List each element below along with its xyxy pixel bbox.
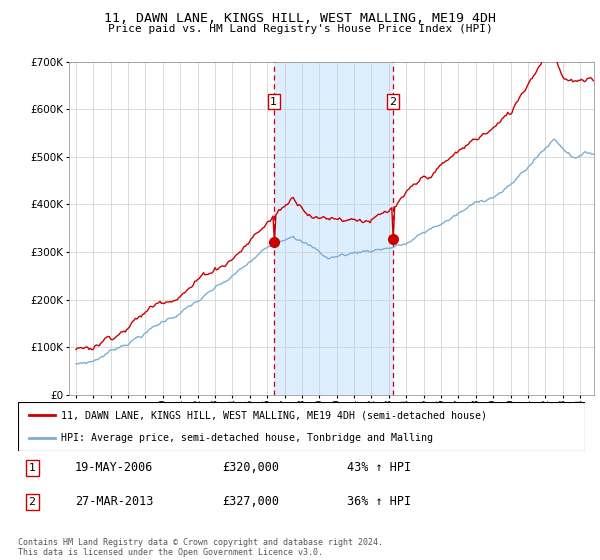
- Text: £327,000: £327,000: [222, 496, 279, 508]
- Text: 2: 2: [389, 96, 397, 106]
- Bar: [274, 62, 393, 395]
- Text: Price paid vs. HM Land Registry's House Price Index (HPI): Price paid vs. HM Land Registry's House …: [107, 24, 493, 34]
- Text: Contains HM Land Registry data © Crown copyright and database right 2024.
This d: Contains HM Land Registry data © Crown c…: [18, 538, 383, 557]
- Text: £320,000: £320,000: [222, 461, 279, 474]
- Text: 11, DAWN LANE, KINGS HILL, WEST MALLING, ME19 4DH (semi-detached house): 11, DAWN LANE, KINGS HILL, WEST MALLING,…: [61, 410, 487, 420]
- Text: 43% ↑ HPI: 43% ↑ HPI: [347, 461, 411, 474]
- Text: HPI: Average price, semi-detached house, Tonbridge and Malling: HPI: Average price, semi-detached house,…: [61, 433, 433, 442]
- Text: 11, DAWN LANE, KINGS HILL, WEST MALLING, ME19 4DH: 11, DAWN LANE, KINGS HILL, WEST MALLING,…: [104, 12, 496, 25]
- Text: 1: 1: [270, 96, 277, 106]
- Text: 36% ↑ HPI: 36% ↑ HPI: [347, 496, 411, 508]
- Text: 1: 1: [29, 463, 35, 473]
- Text: 19-MAY-2006: 19-MAY-2006: [75, 461, 153, 474]
- Text: 2: 2: [29, 497, 36, 507]
- Text: 27-MAR-2013: 27-MAR-2013: [75, 496, 153, 508]
